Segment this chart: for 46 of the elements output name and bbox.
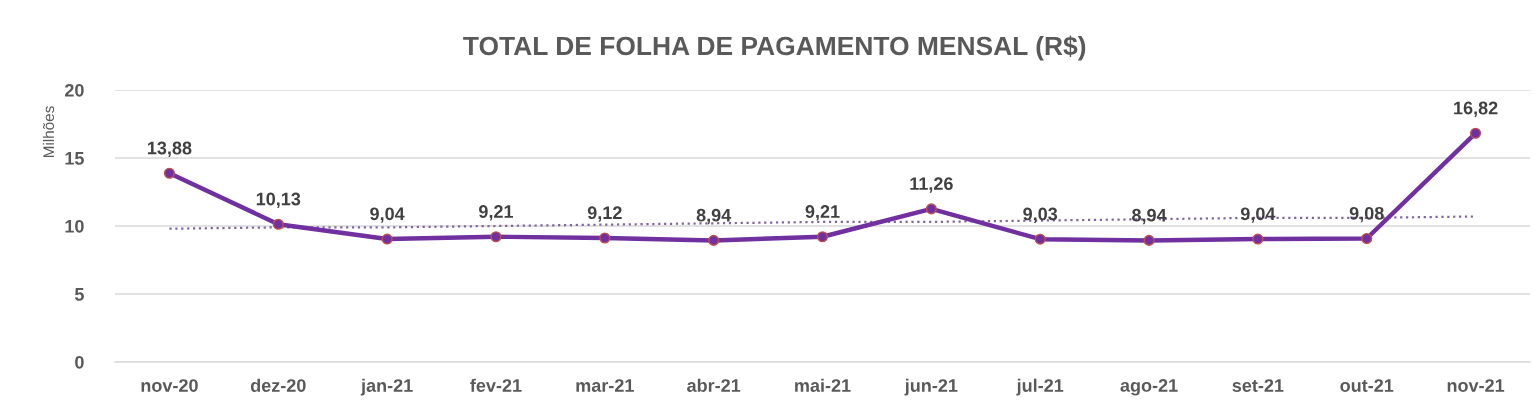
point — [1143, 234, 1155, 246]
chart-title: TOTAL DE FOLHA DE PAGAMENTO MENSAL (R$) — [463, 35, 1086, 61]
data-label: 9,12 — [587, 206, 622, 222]
data-label: 10,13 — [256, 192, 301, 208]
x-tick-label: jul-21 — [1016, 378, 1064, 396]
data-label: 9,04 — [1240, 207, 1276, 223]
x-tick-label: jan-21 — [360, 378, 413, 396]
x-tick-label: ago-21 — [1120, 379, 1178, 396]
point — [925, 203, 937, 215]
point — [490, 231, 502, 243]
x-tick-label: out-21 — [1340, 379, 1394, 392]
point — [1252, 233, 1264, 245]
x-tick-label: abr-21 — [687, 378, 741, 392]
x-tick-label: mai-21 — [795, 378, 851, 392]
point — [816, 231, 829, 243]
y-tick-label: 0 — [75, 355, 84, 369]
y-tick-label: 20 — [64, 83, 84, 97]
x-tick-label: mar-21 — [576, 379, 634, 392]
data-label: 9,21 — [479, 205, 514, 221]
point — [381, 233, 393, 245]
x-tick-label: nov-21 — [1447, 379, 1505, 392]
x-tick-label: fev-21 — [470, 378, 522, 392]
point — [1034, 233, 1046, 245]
data-label: 13,88 — [147, 141, 192, 157]
x-tick-label: set-21 — [1232, 379, 1284, 392]
point — [599, 232, 611, 244]
point — [708, 234, 720, 246]
y-tick-label: 10 — [65, 219, 84, 233]
y-tick-label: 15 — [65, 152, 84, 165]
point — [163, 167, 175, 179]
y-axis-title: Milhões — [42, 106, 55, 158]
point — [272, 218, 284, 230]
point — [1470, 127, 1482, 139]
x-tick-label: jun-21 — [904, 378, 958, 396]
data-label: 8,94 — [696, 208, 732, 225]
point — [1361, 232, 1373, 245]
x-tick-label: dez-20 — [250, 378, 306, 392]
data-label: 8,94 — [1132, 208, 1167, 225]
x-tick-label: nov-20 — [141, 379, 198, 392]
data-label: 11,26 — [910, 177, 953, 193]
data-label: 9,21 — [805, 205, 840, 221]
data-label: 9,08 — [1349, 206, 1384, 223]
data-label: 9,03 — [1023, 207, 1058, 223]
data-label: 16,82 — [1454, 101, 1498, 118]
y-tick-label: 5 — [74, 288, 84, 301]
data-label: 9,04 — [370, 207, 405, 223]
